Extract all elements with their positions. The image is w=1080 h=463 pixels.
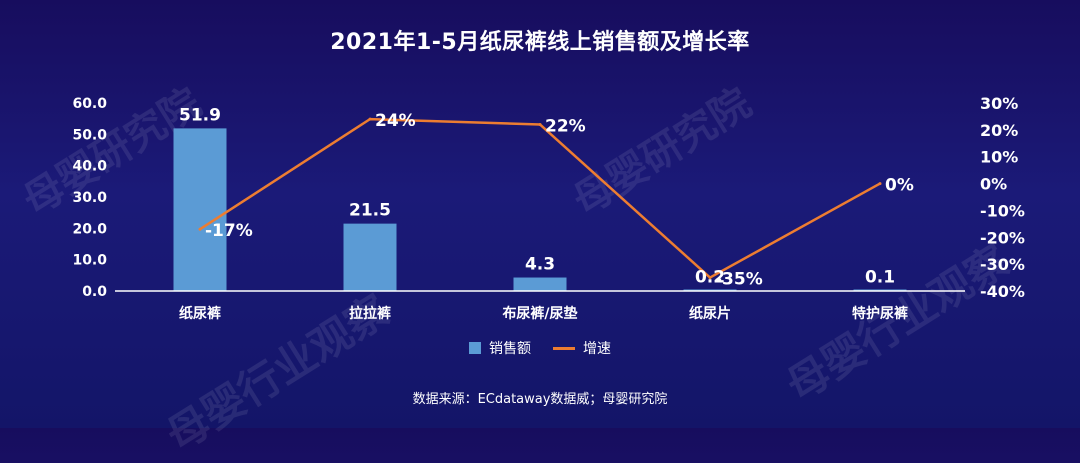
bar-swatch-icon	[469, 342, 481, 354]
y-right-tick-label: 20%	[980, 121, 1018, 140]
bar	[343, 223, 397, 291]
line-data-label: 0%	[885, 176, 914, 196]
data-source: 数据来源：ECdataway数据威；母婴研究院	[412, 392, 668, 407]
y-right-tick-label: -10%	[980, 201, 1025, 220]
legend-label-sales: 销售额	[489, 341, 531, 357]
y-left-tick-label: 40.0	[72, 159, 107, 175]
chart-title: 2021年1-5月纸尿裤线上销售额及增长率	[330, 30, 750, 55]
y-right-tick-label: -30%	[980, 255, 1025, 274]
y-right-tick-label: 10%	[980, 148, 1018, 167]
legend-item-growth: 增速	[553, 338, 611, 358]
y-right-tick-label: 30%	[980, 94, 1018, 113]
y-right-tick-label: -40%	[980, 282, 1025, 301]
line-point	[538, 122, 542, 126]
x-tick-label: 拉拉裤	[349, 305, 391, 322]
combo-chart: 0.0 10.0 20.0 30.0 40.0 50.0 60.0 -40% -30% -20% -…	[72, 94, 1025, 322]
legend: 销售额 增速	[0, 338, 1080, 358]
y-right-tick-label: -20%	[980, 228, 1025, 247]
y-left-tick-label: 10.0	[72, 253, 107, 269]
y-right-tick-label: 0%	[980, 175, 1007, 194]
line-swatch-icon	[553, 346, 575, 350]
line-data-label: -17%	[205, 221, 253, 241]
line-data-label: 22%	[545, 116, 586, 136]
y-left-tick-label: 30.0	[72, 190, 107, 206]
y-left-tick-label: 20.0	[72, 221, 107, 237]
line-point	[198, 227, 202, 231]
x-tick-label: 纸尿片	[689, 305, 731, 322]
legend-label-growth: 增速	[583, 341, 611, 357]
legend-item-sales: 销售额	[469, 338, 531, 358]
x-tick-label: 纸尿裤	[179, 305, 221, 322]
line-data-label: 24%	[375, 111, 416, 131]
bar-data-label: 51.9	[179, 105, 221, 125]
y-left-tick-label: 60.0	[72, 96, 107, 112]
x-tick-label: 布尿裤/尿垫	[502, 305, 577, 322]
line-point	[708, 276, 712, 280]
bar-data-label: 0.2	[695, 267, 725, 287]
line-point	[878, 182, 882, 186]
line-data-label: -35%	[715, 270, 763, 290]
bar	[513, 277, 567, 291]
line-point	[368, 117, 372, 121]
bar-data-label: 4.3	[525, 255, 555, 275]
x-tick-label: 特护尿裤	[852, 305, 908, 322]
bar-data-label: 21.5	[349, 201, 391, 221]
bar	[173, 128, 227, 291]
y-left-tick-label: 0.0	[82, 284, 107, 300]
bar-data-label: 0.1	[865, 268, 895, 288]
y-left-tick-label: 50.0	[72, 127, 107, 143]
